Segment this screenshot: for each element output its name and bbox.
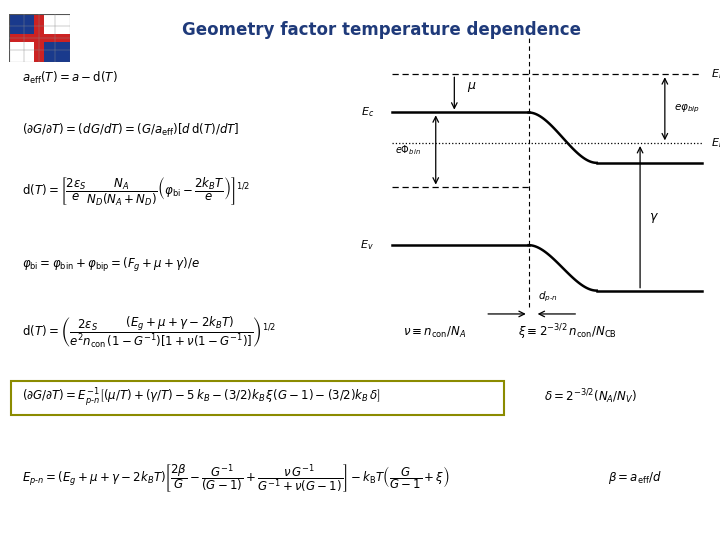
- Text: $e\varphi_{bip}$: $e\varphi_{bip}$: [674, 103, 701, 115]
- Bar: [11, 381, 504, 415]
- Text: $(\partial G/\partial T) = E_{p\text{-}n}^{-1}\left[(\mu/T)+(\gamma/T) - 5\,k_B : $(\partial G/\partial T) = E_{p\text{-}n…: [22, 386, 380, 408]
- Text: $E_c$: $E_c$: [361, 106, 374, 119]
- Bar: [40, 38, 70, 62]
- Bar: [35, 14, 44, 62]
- Text: $a_{\mathrm{eff}}(T) = a - \mathrm{d}(T)$: $a_{\mathrm{eff}}(T) = a - \mathrm{d}(T)…: [22, 70, 117, 86]
- Text: $\gamma$: $\gamma$: [649, 211, 660, 225]
- Text: $E_F$: $E_F$: [711, 136, 720, 150]
- Text: Geometry factor temperature dependence: Geometry factor temperature dependence: [182, 21, 581, 38]
- Text: $\xi \equiv 2^{-3/2}\,n_{\mathrm{con}} / N_{\mathrm{CB}}$: $\xi \equiv 2^{-3/2}\,n_{\mathrm{con}} /…: [518, 322, 617, 342]
- Text: $\beta = a_{\mathrm{eff}} / d$: $\beta = a_{\mathrm{eff}} / d$: [608, 469, 662, 487]
- Bar: [40, 14, 70, 38]
- Text: $\mathrm{d}(T) = \left(\dfrac{2\varepsilon_S}{e^2n_{\mathrm{con}}}\dfrac{(E_g+\m: $\mathrm{d}(T) = \left(\dfrac{2\varepsil…: [22, 314, 276, 350]
- Text: $(\partial G / \partial T) = (dG / dT) = (G / a_{\mathrm{eff}})[d\,\mathrm{d}(T): $(\partial G / \partial T) = (dG / dT) =…: [22, 122, 239, 138]
- Text: $\mu$: $\mu$: [467, 80, 477, 93]
- Text: $\nu \equiv n_{\mathrm{con}} / N_A$: $\nu \equiv n_{\mathrm{con}} / N_A$: [403, 325, 467, 340]
- Text: $E_i$: $E_i$: [711, 68, 720, 82]
- Text: $\varphi_{\mathrm{bi}} = \varphi_{\mathrm{bin}} + \varphi_{\mathrm{bip}} = (F_g : $\varphi_{\mathrm{bi}} = \varphi_{\mathr…: [22, 255, 199, 274]
- Text: $d_{p\text{-}n}$: $d_{p\text{-}n}$: [538, 290, 558, 304]
- Text: $\delta = 2^{-3/2}(N_A / N_V)$: $\delta = 2^{-3/2}(N_A / N_V)$: [544, 388, 636, 406]
- Text: $e\Phi_{bin}$: $e\Phi_{bin}$: [395, 144, 421, 158]
- Bar: [9, 14, 40, 38]
- Bar: [9, 38, 40, 62]
- Bar: [9, 34, 70, 42]
- Text: $E_v$: $E_v$: [360, 238, 374, 252]
- Text: $\mathrm{d}(T) = \left[\dfrac{2\varepsilon_S}{e}\dfrac{N_A}{N_D(N_A+N_D)}\left(\: $\mathrm{d}(T) = \left[\dfrac{2\varepsil…: [22, 176, 250, 208]
- Text: $E_{p\text{-}n} = (E_g+\mu+\gamma-2k_BT)\left[\dfrac{2\beta}{G} - \dfrac{G^{-1}}: $E_{p\text{-}n} = (E_g+\mu+\gamma-2k_BT)…: [22, 462, 449, 494]
